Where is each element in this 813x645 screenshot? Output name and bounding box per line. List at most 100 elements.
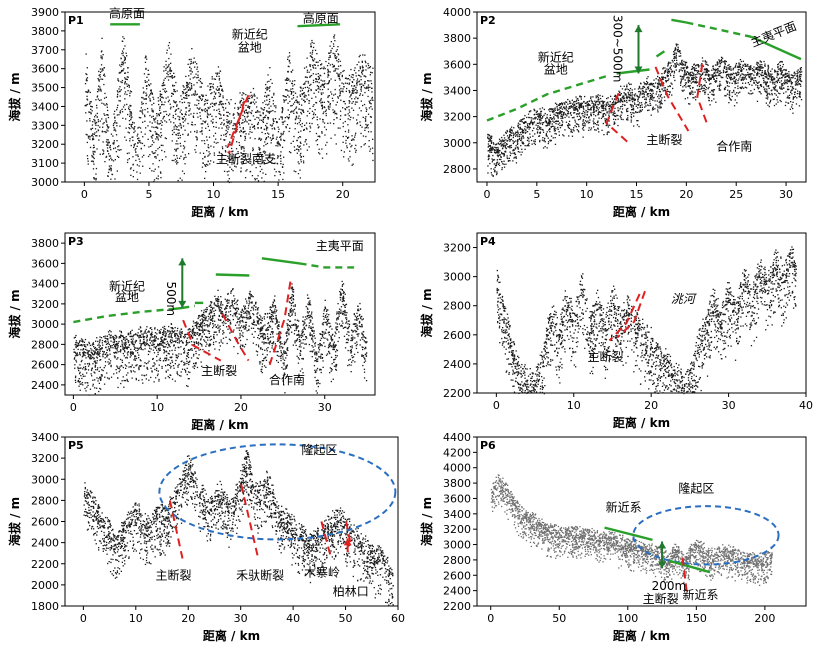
scatter-point bbox=[320, 85, 322, 87]
scatter-point bbox=[162, 81, 165, 84]
scatter-point bbox=[534, 109, 536, 112]
scatter-point bbox=[238, 107, 240, 109]
scatter-point bbox=[743, 68, 745, 70]
scatter-point bbox=[156, 120, 159, 122]
scatter-point bbox=[701, 57, 704, 59]
scatter-point bbox=[291, 83, 293, 85]
scatter-point bbox=[316, 139, 319, 141]
scatter-point bbox=[162, 97, 164, 99]
scatter-point bbox=[246, 121, 248, 123]
scatter-point bbox=[251, 94, 253, 96]
scatter-point bbox=[517, 125, 519, 127]
scatter-point bbox=[797, 72, 799, 74]
scatter-point bbox=[728, 68, 730, 70]
scatter-point bbox=[259, 148, 261, 150]
scatter-point bbox=[776, 82, 778, 84]
scatter-point bbox=[674, 57, 676, 59]
scatter-point bbox=[642, 93, 644, 95]
scatter-point bbox=[216, 75, 218, 77]
scatter-point bbox=[327, 69, 329, 71]
scatter-point bbox=[220, 117, 222, 119]
scatter-point bbox=[271, 157, 274, 159]
scatter-point bbox=[717, 68, 719, 70]
scatter-point bbox=[189, 87, 191, 89]
scatter-point bbox=[260, 107, 262, 109]
scatter-point bbox=[695, 76, 697, 78]
scatter-point bbox=[719, 89, 722, 91]
scatter-point bbox=[557, 115, 559, 117]
scatter-point bbox=[329, 106, 331, 108]
scatter-point bbox=[716, 77, 718, 80]
scatter-point bbox=[364, 83, 366, 85]
scatter-point bbox=[331, 97, 334, 99]
scatter-point bbox=[371, 87, 373, 89]
scatter-point bbox=[229, 134, 231, 136]
scatter-point bbox=[761, 67, 764, 69]
scatter-point bbox=[171, 75, 173, 77]
scatter-point bbox=[781, 60, 783, 63]
scatter-point bbox=[788, 94, 791, 96]
scatter-point bbox=[208, 129, 211, 131]
scatter-point bbox=[714, 75, 716, 77]
scatter-point bbox=[734, 99, 736, 101]
scatter-point bbox=[99, 88, 102, 90]
scatter-point bbox=[786, 75, 788, 77]
scatter-point bbox=[251, 97, 253, 99]
scatter-point bbox=[679, 50, 681, 52]
scatter-point bbox=[157, 123, 159, 125]
scatter-point bbox=[534, 118, 536, 120]
scatter-point bbox=[135, 148, 137, 150]
scatter-point bbox=[266, 96, 268, 98]
scatter-point bbox=[777, 80, 779, 82]
scatter-point bbox=[670, 65, 672, 67]
scatter-point bbox=[288, 52, 291, 54]
scatter-point bbox=[537, 118, 539, 120]
scatter-point bbox=[528, 138, 530, 140]
scatter-point bbox=[268, 112, 270, 114]
scatter-point bbox=[167, 74, 169, 76]
scatter-point bbox=[704, 60, 706, 62]
scatter-point bbox=[274, 111, 276, 113]
scatter-point bbox=[124, 57, 126, 59]
scatter-point bbox=[211, 78, 213, 80]
scatter-point bbox=[116, 95, 119, 97]
scatter-point bbox=[552, 125, 554, 127]
scatter-point bbox=[134, 143, 136, 145]
scatter-point bbox=[737, 66, 739, 68]
scatter-point bbox=[713, 78, 715, 80]
scatter-point bbox=[768, 105, 770, 108]
scatter-point bbox=[684, 79, 686, 81]
scatter-point bbox=[746, 87, 748, 89]
scatter-point bbox=[757, 69, 759, 71]
scatter-point bbox=[678, 55, 680, 57]
scatter-point bbox=[295, 171, 297, 173]
scatter-point bbox=[133, 128, 135, 130]
scatter-point bbox=[349, 143, 351, 145]
scatter-point bbox=[520, 119, 522, 121]
scatter-point bbox=[213, 103, 215, 105]
scatter-point bbox=[132, 139, 134, 142]
scatter-point bbox=[604, 120, 606, 122]
scatter-point bbox=[359, 66, 362, 68]
scatter-point bbox=[771, 81, 773, 83]
scatter-point bbox=[360, 100, 362, 102]
scatter-point bbox=[92, 138, 94, 140]
scatter-point bbox=[514, 132, 516, 135]
scatter-point bbox=[298, 108, 300, 110]
scatter-point bbox=[729, 66, 731, 68]
scatter-point bbox=[167, 66, 169, 68]
scatter-point bbox=[337, 68, 339, 70]
scatter-point bbox=[176, 90, 178, 92]
scatter-point bbox=[513, 149, 515, 151]
scatter-point bbox=[177, 134, 179, 136]
scatter-point bbox=[493, 151, 496, 153]
scatter-point bbox=[751, 68, 754, 70]
x-tick-label: 10 bbox=[207, 188, 221, 201]
scatter-point bbox=[181, 91, 184, 93]
scatter-point bbox=[207, 113, 209, 115]
scatter-point bbox=[166, 49, 168, 51]
scatter-point bbox=[755, 80, 757, 82]
scatter-point bbox=[649, 100, 651, 102]
scatter-point bbox=[284, 120, 286, 122]
scatter-point bbox=[351, 92, 353, 94]
